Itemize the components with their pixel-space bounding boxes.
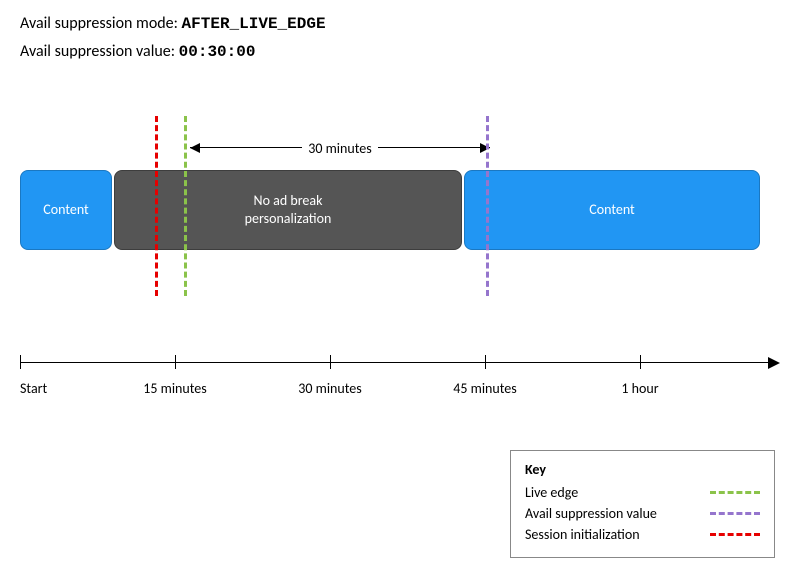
content-block: Content [464, 170, 760, 250]
axis-tick [485, 355, 486, 369]
axis-tick-label: 45 minutes [453, 380, 516, 397]
value-label: Avail suppression value: [20, 42, 175, 61]
session-init-marker [155, 116, 158, 296]
duration-label: 30 minutes [302, 140, 377, 157]
legend: Key Live edge Avail suppression value Sess… [510, 450, 775, 558]
legend-label: Live edge [525, 484, 578, 501]
value-line: Avail suppression value: 00:30:00 [20, 42, 255, 61]
live-edge-marker [184, 116, 187, 296]
axis-tick-label: 1 hour [621, 380, 658, 397]
axis-tick-label: 15 minutes [143, 380, 206, 397]
legend-row: Live edge [525, 484, 760, 501]
timeline-blocks: ContentNo ad breakpersonalizationContent [20, 170, 780, 250]
axis-tick [175, 355, 176, 369]
axis-tick [20, 355, 21, 369]
axis-tick-label: 30 minutes [298, 380, 361, 397]
mode-line: Avail suppression mode: AFTER_LIVE_EDGE [20, 14, 326, 33]
legend-label: Avail suppression value [525, 505, 657, 522]
legend-swatch [710, 533, 760, 536]
legend-label: Session initialization [525, 526, 640, 543]
axis-tick [330, 355, 331, 369]
legend-title: Key [525, 461, 760, 478]
no-ad-block: No ad breakpersonalization [114, 170, 462, 250]
legend-swatch [710, 512, 760, 515]
axis-tick [640, 355, 641, 369]
duration-arrow: 30 minutes [190, 138, 490, 158]
legend-row: Avail suppression value [525, 505, 760, 522]
axis-line [20, 362, 770, 363]
content-block: Content [20, 170, 112, 250]
arrow-left-icon [190, 143, 200, 153]
mode-label: Avail suppression mode: [20, 14, 178, 33]
avail-supp-marker [486, 116, 489, 296]
legend-row: Session initialization [525, 526, 760, 543]
axis-arrow-icon [768, 357, 780, 369]
legend-swatch [710, 491, 760, 494]
mode-value: AFTER_LIVE_EDGE [182, 15, 326, 33]
axis-tick-label: Start [20, 380, 47, 397]
value-value: 00:30:00 [179, 43, 256, 61]
